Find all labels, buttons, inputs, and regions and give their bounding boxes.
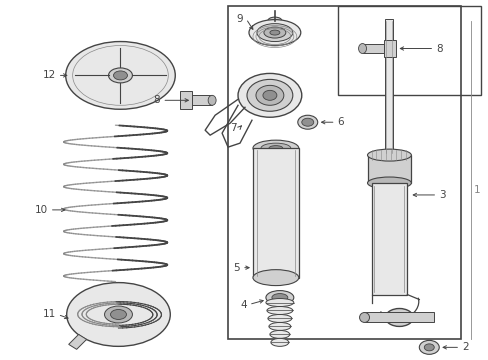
Ellipse shape [385, 309, 412, 327]
Ellipse shape [265, 291, 293, 305]
Text: 8: 8 [153, 95, 160, 105]
Ellipse shape [297, 115, 317, 129]
Ellipse shape [301, 118, 313, 126]
Ellipse shape [252, 140, 298, 156]
Ellipse shape [269, 30, 279, 35]
Ellipse shape [113, 71, 127, 80]
Ellipse shape [246, 80, 292, 111]
Ellipse shape [256, 24, 292, 41]
Bar [367, 155, 410, 183]
Bar [180, 91, 192, 109]
Ellipse shape [238, 73, 301, 117]
Ellipse shape [108, 68, 132, 83]
Ellipse shape [261, 143, 290, 153]
Ellipse shape [270, 338, 288, 346]
Bar [252, 148, 298, 278]
Ellipse shape [263, 90, 276, 100]
Text: 12: 12 [42, 71, 56, 80]
Ellipse shape [419, 340, 438, 354]
Ellipse shape [267, 17, 281, 24]
Text: 7: 7 [230, 123, 237, 133]
Ellipse shape [255, 85, 283, 105]
Ellipse shape [269, 330, 289, 338]
Text: 1: 1 [473, 185, 479, 195]
Ellipse shape [264, 27, 285, 38]
Ellipse shape [359, 312, 369, 323]
Ellipse shape [358, 44, 366, 54]
Ellipse shape [252, 270, 298, 285]
Text: 6: 6 [337, 117, 344, 127]
Text: 5: 5 [233, 263, 240, 273]
Bar [190, 95, 212, 105]
Ellipse shape [268, 323, 290, 330]
Text: 3: 3 [438, 190, 445, 200]
Bar [362, 44, 384, 54]
Text: 2: 2 [461, 342, 468, 352]
Ellipse shape [110, 310, 126, 319]
Text: 10: 10 [35, 205, 48, 215]
Ellipse shape [367, 149, 410, 161]
Bar [337, 6, 480, 95]
Text: 11: 11 [42, 310, 56, 319]
Bar [385, 19, 393, 155]
Bar [364, 312, 433, 323]
Ellipse shape [390, 312, 407, 323]
Ellipse shape [208, 95, 216, 105]
Bar [384, 40, 396, 58]
Text: 4: 4 [240, 300, 246, 310]
Ellipse shape [248, 20, 300, 45]
Ellipse shape [65, 41, 175, 109]
Ellipse shape [268, 146, 282, 150]
Text: 8: 8 [435, 44, 442, 54]
Ellipse shape [265, 298, 293, 306]
Text: 9: 9 [236, 14, 243, 24]
Ellipse shape [271, 293, 287, 302]
Ellipse shape [267, 315, 291, 323]
Ellipse shape [104, 306, 132, 323]
Bar [371, 183, 407, 294]
Ellipse shape [266, 306, 292, 315]
Bar [227, 6, 460, 339]
Ellipse shape [424, 344, 433, 351]
Ellipse shape [66, 283, 170, 346]
Polygon shape [68, 334, 86, 349]
Ellipse shape [367, 177, 410, 189]
